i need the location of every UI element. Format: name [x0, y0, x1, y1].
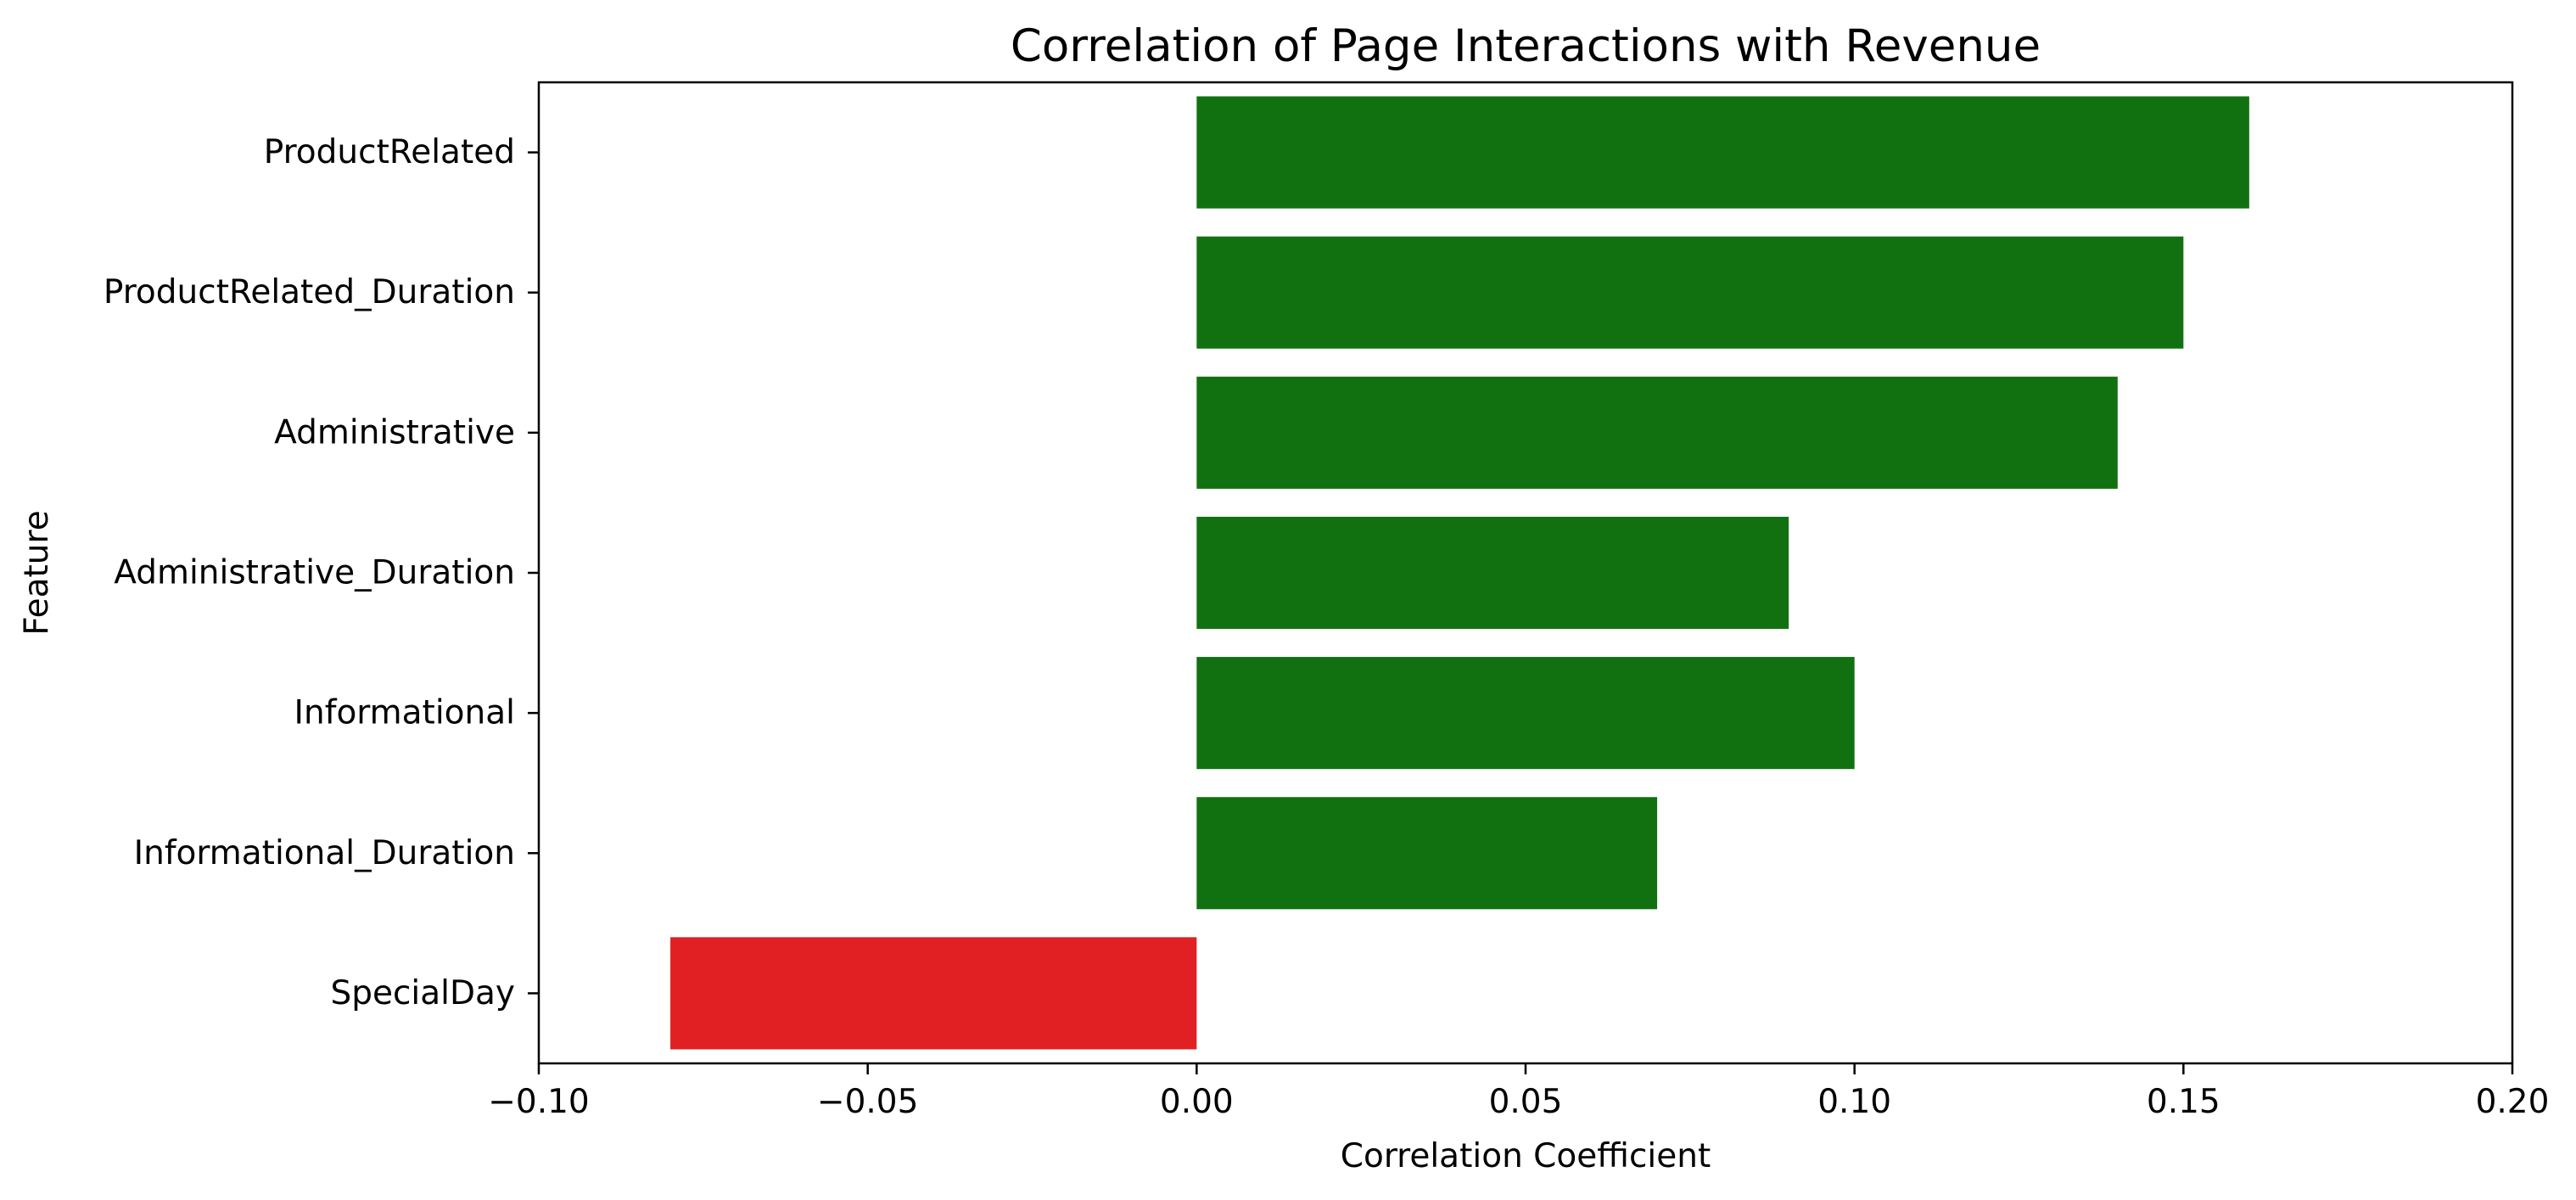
x-tick-label: 0.05 — [1489, 1083, 1563, 1121]
x-tick-label: 0.00 — [1160, 1083, 1234, 1121]
bar-productrelated — [1196, 96, 2249, 209]
x-tick-label: 0.20 — [2476, 1083, 2550, 1121]
y-tick-label: Informational — [294, 694, 516, 732]
bars-layer — [670, 96, 2249, 1050]
bar-informational — [1196, 657, 1855, 770]
x-tick-label: −0.10 — [488, 1083, 590, 1121]
y-tick-label: ProductRelated_Duration — [104, 273, 515, 311]
bar-productrelated-duration — [1196, 236, 2184, 349]
chart-title: Correlation of Page Interactions with Re… — [1011, 20, 2041, 72]
bar-informational-duration — [1196, 797, 1658, 910]
x-tick-label: 0.15 — [2147, 1083, 2220, 1121]
x-tick-label: 0.10 — [1817, 1083, 1891, 1121]
y-tick-label: Administrative_Duration — [114, 554, 515, 592]
y-tick-label: ProductRelated — [264, 133, 515, 171]
x-tick-label: −0.05 — [817, 1083, 919, 1121]
bar-administrative — [1196, 376, 2118, 489]
bar-administrative-duration — [1196, 516, 1789, 630]
x-axis-label: Correlation Coefficient — [1341, 1137, 1711, 1175]
y-axis-label: Feature — [18, 510, 56, 635]
y-tick-label: Informational_Duration — [134, 834, 515, 872]
y-tick-label: Administrative — [274, 413, 515, 451]
plot-frame — [537, 81, 2514, 1065]
y-tick-label: SpecialDay — [330, 974, 515, 1012]
ticks-layer: ProductRelated ProductRelated_Duration Adm… — [104, 133, 2550, 1121]
bar-specialday — [670, 937, 1197, 1050]
